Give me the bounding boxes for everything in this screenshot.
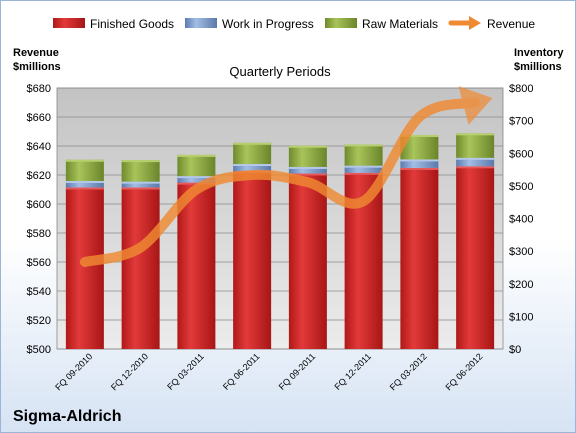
bar-raw-materials — [456, 133, 495, 158]
bar-work-in-progress-top — [233, 164, 272, 167]
right-axis-ticks: $0 $100 $200 $300 $400 $500 $600 $700 $800 — [509, 83, 533, 356]
bar-raw-materials — [344, 144, 383, 166]
chart-subtitle: Quarterly Periods — [229, 64, 331, 79]
bar-finished-goods-top — [456, 166, 495, 169]
left-axis-ticks: $500 $520 $540 $560 $580 $600 $620 $640 $660 $680 — [27, 83, 51, 356]
legend-item-revenue: Revenue — [448, 16, 535, 31]
revenue-line-group — [79, 86, 493, 267]
bar-work-in-progress — [400, 159, 439, 168]
left-tick-label: $580 — [27, 228, 51, 240]
x-tick-label: FQ 03-2011 — [165, 351, 206, 392]
x-tick-label: FQ 12-2010 — [109, 351, 150, 392]
left-tick-label: $600 — [27, 199, 51, 211]
right-tick-label: $700 — [509, 116, 533, 128]
stacked-bars — [65, 133, 495, 349]
bar-finished-goods-top — [288, 173, 327, 176]
bar-finished-goods-top — [121, 187, 160, 190]
legend-label-revenue: Revenue — [487, 17, 535, 31]
left-axis-title: Revenue $millions — [13, 47, 62, 73]
bar-raw-materials — [233, 142, 272, 165]
right-tick-label: $400 — [509, 214, 533, 226]
legend: Finished Goods Work in Progress Raw Mate… — [53, 16, 535, 31]
left-tick-label: $540 — [27, 286, 51, 298]
x-tick-label: FQ 06-2011 — [221, 351, 262, 392]
bar-raw-materials-top — [400, 134, 439, 137]
left-tick-label: $660 — [27, 112, 51, 124]
x-tick-label: FQ 09-2011 — [277, 351, 318, 392]
bar-work-in-progress-top — [121, 181, 160, 184]
bar-raw-materials — [121, 160, 160, 182]
bar-finished-goods — [65, 187, 104, 349]
company-name: Sigma-Aldrich — [13, 408, 121, 425]
bar-finished-goods — [288, 173, 327, 349]
bar-raw-materials-top — [65, 159, 104, 162]
x-tick-label: FQ 12-2011 — [332, 351, 373, 392]
bar-raw-materials-top — [177, 154, 216, 157]
bar-work-in-progress-top — [65, 180, 104, 183]
bar-raw-materials-top — [233, 142, 272, 145]
bar-work-in-progress — [233, 164, 272, 172]
bar-work-in-progress-top — [400, 159, 439, 162]
right-tick-label: $0 — [509, 344, 521, 356]
bar-work-in-progress — [456, 157, 495, 167]
bar-raw-materials-top — [344, 144, 383, 147]
left-tick-label: $640 — [27, 141, 51, 153]
right-tick-label: $500 — [509, 181, 533, 193]
bar-finished-goods-top — [65, 187, 104, 190]
right-tick-label: $100 — [509, 311, 533, 323]
bar-work-in-progress-top — [456, 157, 495, 160]
x-tick-label: FQ 03-2012 — [388, 351, 429, 392]
x-axis-ticks: FQ 09-2010 FQ 12-2010 FQ 03-2011 FQ 06-2011… — [53, 351, 484, 392]
left-tick-label: $620 — [27, 170, 51, 182]
bar-raw-materials-top — [121, 160, 160, 163]
x-tick-label: FQ 09-2010 — [53, 351, 94, 392]
bar-raw-materials — [177, 154, 216, 177]
bar-work-in-progress — [65, 180, 104, 188]
legend-item-finished-goods: Finished Goods — [53, 17, 174, 31]
legend-label-raw-materials: Raw Materials — [362, 17, 438, 31]
bar-finished-goods — [456, 166, 495, 349]
bar-finished-goods — [233, 171, 272, 349]
bar-finished-goods — [177, 182, 216, 349]
bar-work-in-progress — [177, 176, 216, 183]
bar-work-in-progress-top — [344, 165, 383, 168]
left-tick-label: $680 — [27, 83, 51, 95]
bar-raw-materials-top — [288, 145, 327, 148]
right-tick-label: $200 — [509, 279, 533, 291]
right-tick-label: $600 — [509, 148, 533, 160]
bar-finished-goods-top — [344, 172, 383, 175]
legend-item-work-in-progress: Work in Progress — [185, 17, 314, 31]
bar-raw-materials-top — [456, 133, 495, 136]
legend-label-work-in-progress: Work in Progress — [222, 17, 314, 31]
bar-raw-materials — [65, 159, 104, 181]
bar-finished-goods — [121, 187, 160, 349]
bar-work-in-progress — [344, 165, 383, 173]
right-tick-label: $300 — [509, 246, 533, 258]
x-tick-label: FQ 06-2012 — [444, 351, 485, 392]
legend-label-finished-goods: Finished Goods — [90, 17, 174, 31]
bar-finished-goods-top — [400, 167, 439, 170]
bar-finished-goods — [400, 167, 439, 349]
legend-item-raw-materials: Raw Materials — [325, 17, 438, 31]
right-axis-title: Inventory $millions — [514, 47, 567, 73]
left-tick-label: $560 — [27, 257, 51, 269]
bar-work-in-progress — [121, 181, 160, 188]
left-tick-label: $520 — [27, 315, 51, 327]
bar-work-in-progress-top — [177, 176, 216, 179]
bar-work-in-progress-top — [288, 166, 327, 169]
left-tick-label: $500 — [27, 344, 51, 356]
right-tick-label: $800 — [509, 83, 533, 95]
revenue-line — [79, 86, 493, 267]
bar-raw-materials — [288, 145, 327, 167]
bar-work-in-progress — [288, 166, 327, 174]
